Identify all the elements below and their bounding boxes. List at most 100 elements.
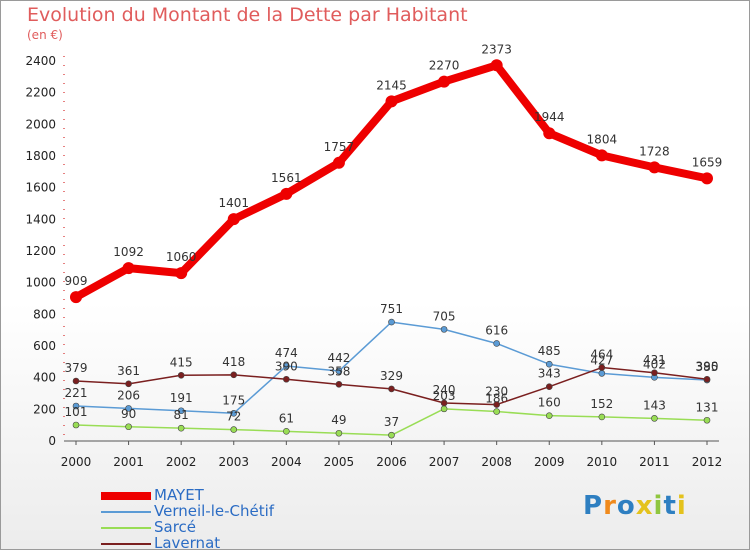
data-label: 1561 (271, 171, 302, 185)
data-point (230, 426, 238, 433)
data-label: 230 (485, 385, 508, 399)
data-label: 751 (380, 302, 403, 316)
chart-subtitle: (en €) (27, 28, 63, 42)
data-point (595, 149, 608, 162)
data-label: 131 (696, 400, 719, 414)
data-point (598, 370, 606, 377)
x-tick-label: 2010 (587, 455, 618, 469)
data-label: 415 (170, 355, 193, 369)
data-point (332, 156, 345, 169)
data-label: 2270 (429, 59, 460, 73)
x-tick-label: 2012 (692, 455, 723, 469)
data-label: 221 (65, 386, 88, 400)
data-label: 442 (327, 351, 350, 365)
x-tick-label: 2002 (166, 455, 197, 469)
data-label: 81 (174, 408, 189, 422)
data-point (388, 318, 395, 326)
data-label: 329 (380, 369, 403, 383)
data-label: 390 (275, 359, 298, 373)
data-point (545, 383, 553, 390)
data-point (493, 401, 500, 408)
data-point (230, 371, 238, 379)
data-point (440, 326, 448, 333)
data-point (283, 428, 290, 435)
data-label: 1401 (218, 196, 249, 210)
y-tick-label: 2400 (25, 54, 56, 68)
data-point (177, 407, 185, 415)
data-label: 431 (643, 353, 666, 367)
legend-label: Sarcé (154, 518, 197, 536)
data-point (388, 431, 395, 439)
y-tick-label: 1000 (25, 276, 56, 290)
x-tick-label: 2004 (271, 455, 302, 469)
data-point (440, 399, 448, 407)
legend-swatch (101, 511, 151, 513)
logo-letter: o (616, 491, 636, 521)
data-point (72, 377, 80, 385)
y-tick-label: 2000 (25, 117, 56, 131)
data-point (598, 413, 606, 421)
data-label: 191 (170, 391, 193, 405)
data-label: 61 (279, 411, 294, 425)
data-label: 160 (538, 396, 561, 410)
data-point (125, 423, 132, 431)
data-point (651, 415, 658, 422)
data-label: 402 (643, 357, 666, 371)
y-tick-label: 400 (33, 371, 56, 385)
x-tick-label: 2003 (218, 455, 249, 469)
data-point (701, 172, 713, 185)
legend-swatch (101, 492, 151, 500)
data-label: 358 (327, 364, 350, 378)
legend-label: Lavernat (154, 534, 221, 552)
data-point (72, 421, 80, 429)
data-point (440, 405, 448, 413)
data-label: 143 (643, 398, 666, 412)
data-point (703, 375, 711, 383)
data-point (703, 416, 711, 424)
legend-swatch (101, 543, 151, 545)
data-label: 343 (538, 367, 561, 381)
data-label: 2145 (376, 78, 407, 92)
x-tick-label: 2001 (113, 455, 144, 469)
logo-letter: P (583, 491, 604, 521)
data-label: 37 (384, 415, 399, 429)
x-tick-label: 2009 (534, 455, 565, 469)
data-label: 1757 (324, 140, 355, 154)
data-point (125, 380, 132, 388)
data-label: 203 (433, 389, 456, 403)
data-point (280, 187, 293, 200)
data-label: 909 (65, 274, 88, 288)
data-point (230, 409, 238, 417)
data-label: 2373 (481, 42, 512, 56)
y-tick-label: 800 (33, 307, 56, 321)
y-tick-label: 0 (48, 434, 56, 448)
data-label: 49 (331, 413, 346, 427)
data-label: 206 (117, 388, 140, 402)
x-tick-label: 2011 (639, 455, 670, 469)
x-tick-label: 2000 (61, 455, 92, 469)
legend-swatch (101, 527, 151, 529)
y-tick-label: 2200 (25, 86, 56, 100)
data-label: 390 (696, 359, 719, 373)
data-point (648, 161, 661, 174)
data-point (388, 385, 395, 393)
data-point (283, 362, 290, 370)
data-label: 474 (275, 346, 298, 360)
data-label: 101 (65, 405, 88, 419)
data-label: 72 (226, 410, 241, 424)
data-point (227, 213, 240, 226)
series-lavernat: 379 361 415 418 390 358 329 240 230 343 464 431 390 (65, 348, 719, 408)
chart-title: Evolution du Montant de la Dette par Hab… (27, 4, 468, 26)
data-point (438, 75, 451, 88)
data-label: 361 (117, 364, 140, 378)
data-label: 705 (433, 309, 456, 323)
data-point (543, 127, 556, 140)
y-tick-label: 1600 (25, 181, 56, 195)
data-point (175, 267, 188, 280)
series-verneil-le-ch-tif: 221 206 191 175 474 442 751 705 616 485 427 402 385 (65, 302, 718, 417)
data-point (651, 369, 658, 377)
data-label: 152 (590, 397, 613, 411)
x-tick-label: 2007 (429, 455, 460, 469)
